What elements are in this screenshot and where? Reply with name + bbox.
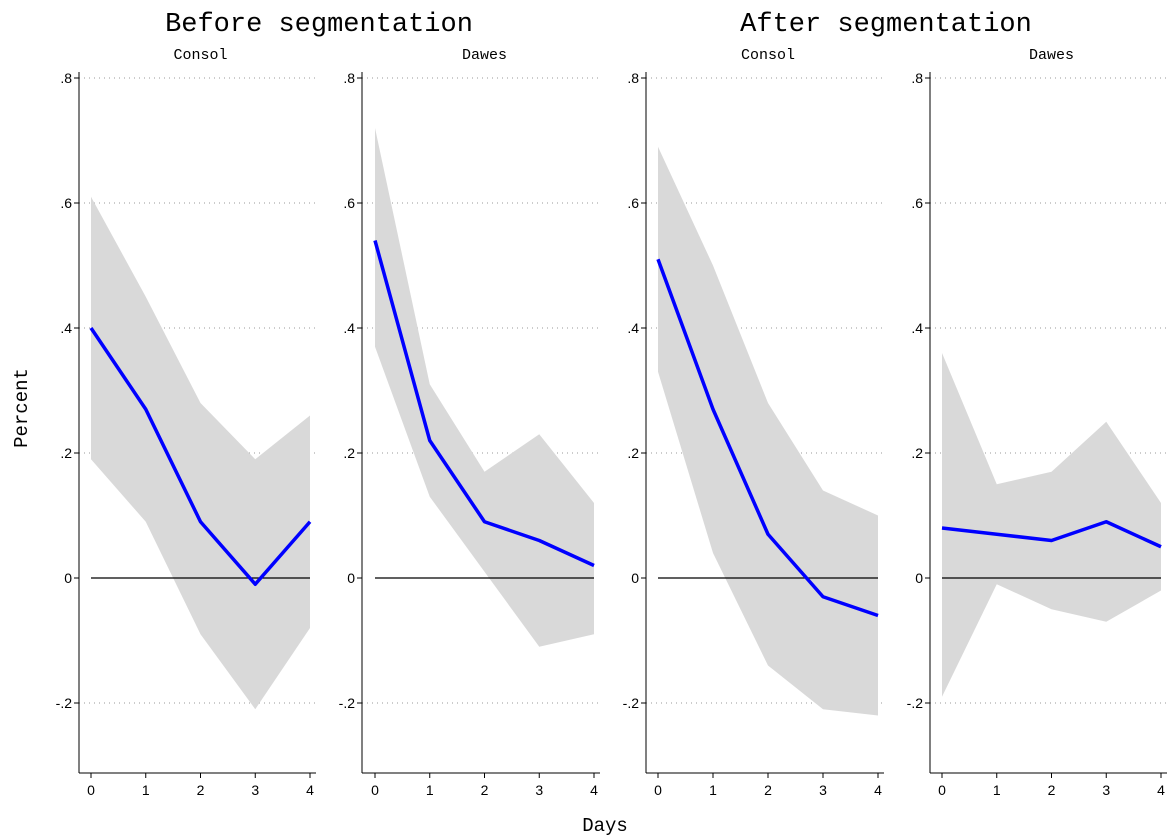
x-tick-label: 0 [654, 782, 662, 798]
panel-title: Dawes [462, 47, 507, 64]
panel-title: Dawes [1029, 47, 1074, 64]
x-tick-label: 0 [371, 782, 379, 798]
x-tick-label: 4 [874, 782, 882, 798]
x-tick-label: 2 [1048, 782, 1056, 798]
y-tick-label: .4 [60, 320, 72, 336]
y-tick-label: .2 [627, 445, 639, 461]
x-tick-label: 2 [764, 782, 772, 798]
x-tick-label: 3 [819, 782, 827, 798]
y-tick-label: 0 [915, 570, 923, 586]
y-tick-label: 0 [347, 570, 355, 586]
x-tick-label: 3 [535, 782, 543, 798]
y-tick-label: .4 [627, 320, 639, 336]
x-tick-label: 0 [938, 782, 946, 798]
y-tick-label: .2 [911, 445, 923, 461]
panel-4: Dawes -.2 0 .2 .4 .6 .8 0 1 2 3 4 [907, 47, 1167, 798]
y-tick-label: -.2 [339, 695, 356, 711]
x-tick-label: 1 [993, 782, 1001, 798]
y-tick-label: .8 [627, 70, 639, 86]
y-tick-label: -.2 [623, 695, 640, 711]
y-tick-label: .4 [343, 320, 355, 336]
x-tick-label: 1 [709, 782, 717, 798]
x-tick-label: 0 [87, 782, 95, 798]
series-line [656, 258, 879, 618]
y-tick-label: 0 [631, 570, 639, 586]
y-tick-label: .6 [627, 195, 639, 211]
y-tick-label: .8 [911, 70, 923, 86]
y-tick-label: .8 [343, 70, 355, 86]
confidence-band [658, 146, 878, 716]
y-tick-label: .6 [60, 195, 72, 211]
x-tick-label: 2 [197, 782, 205, 798]
panel-3: Consol -.2 0 .2 .4 .6 .8 0 1 2 3 4 [623, 47, 884, 798]
x-tick-label: 4 [1157, 782, 1165, 798]
group-title-before: Before segmentation [165, 10, 473, 40]
x-tick-label: 3 [1102, 782, 1110, 798]
series-line [89, 327, 312, 586]
y-tick-label: 0 [64, 570, 72, 586]
y-tick-label: -.2 [56, 695, 73, 711]
x-tick-label: 2 [481, 782, 489, 798]
panel-title: Consol [741, 47, 795, 64]
y-tick-label: .6 [343, 195, 355, 211]
y-tick-label: .2 [60, 445, 72, 461]
y-tick-label: .6 [911, 195, 923, 211]
x-tick-label: 4 [590, 782, 598, 798]
panel-title: Consol [173, 47, 227, 64]
confidence-band [91, 196, 310, 710]
x-tick-label: 1 [426, 782, 434, 798]
confidence-band [942, 353, 1161, 697]
x-tick-label: 1 [142, 782, 150, 798]
series-line [373, 240, 595, 568]
panel-2: Dawes -.2 0 .2 .4 .6 .8 0 1 2 3 4 [339, 47, 600, 798]
confidence-band [375, 128, 594, 647]
x-tick-label: 4 [306, 782, 314, 798]
y-tick-label: .2 [343, 445, 355, 461]
y-tick-label: .4 [911, 320, 923, 336]
series-line [941, 520, 1162, 549]
group-title-after: After segmentation [740, 10, 1032, 40]
panel-1: Consol -.2 0 .2 .4 .6 .8 0 1 2 3 4 [56, 47, 316, 798]
y-axis-title: Percent [11, 368, 33, 448]
y-tick-label: .8 [60, 70, 72, 86]
panels: Consol -.2 0 .2 .4 .6 .8 0 1 2 3 4 Dawes -.2 0 .2 .4 .6 .8… [56, 47, 1167, 798]
x-axis-title: Days [582, 815, 628, 837]
y-tick-label: -.2 [907, 695, 924, 711]
x-tick-label: 3 [251, 782, 259, 798]
